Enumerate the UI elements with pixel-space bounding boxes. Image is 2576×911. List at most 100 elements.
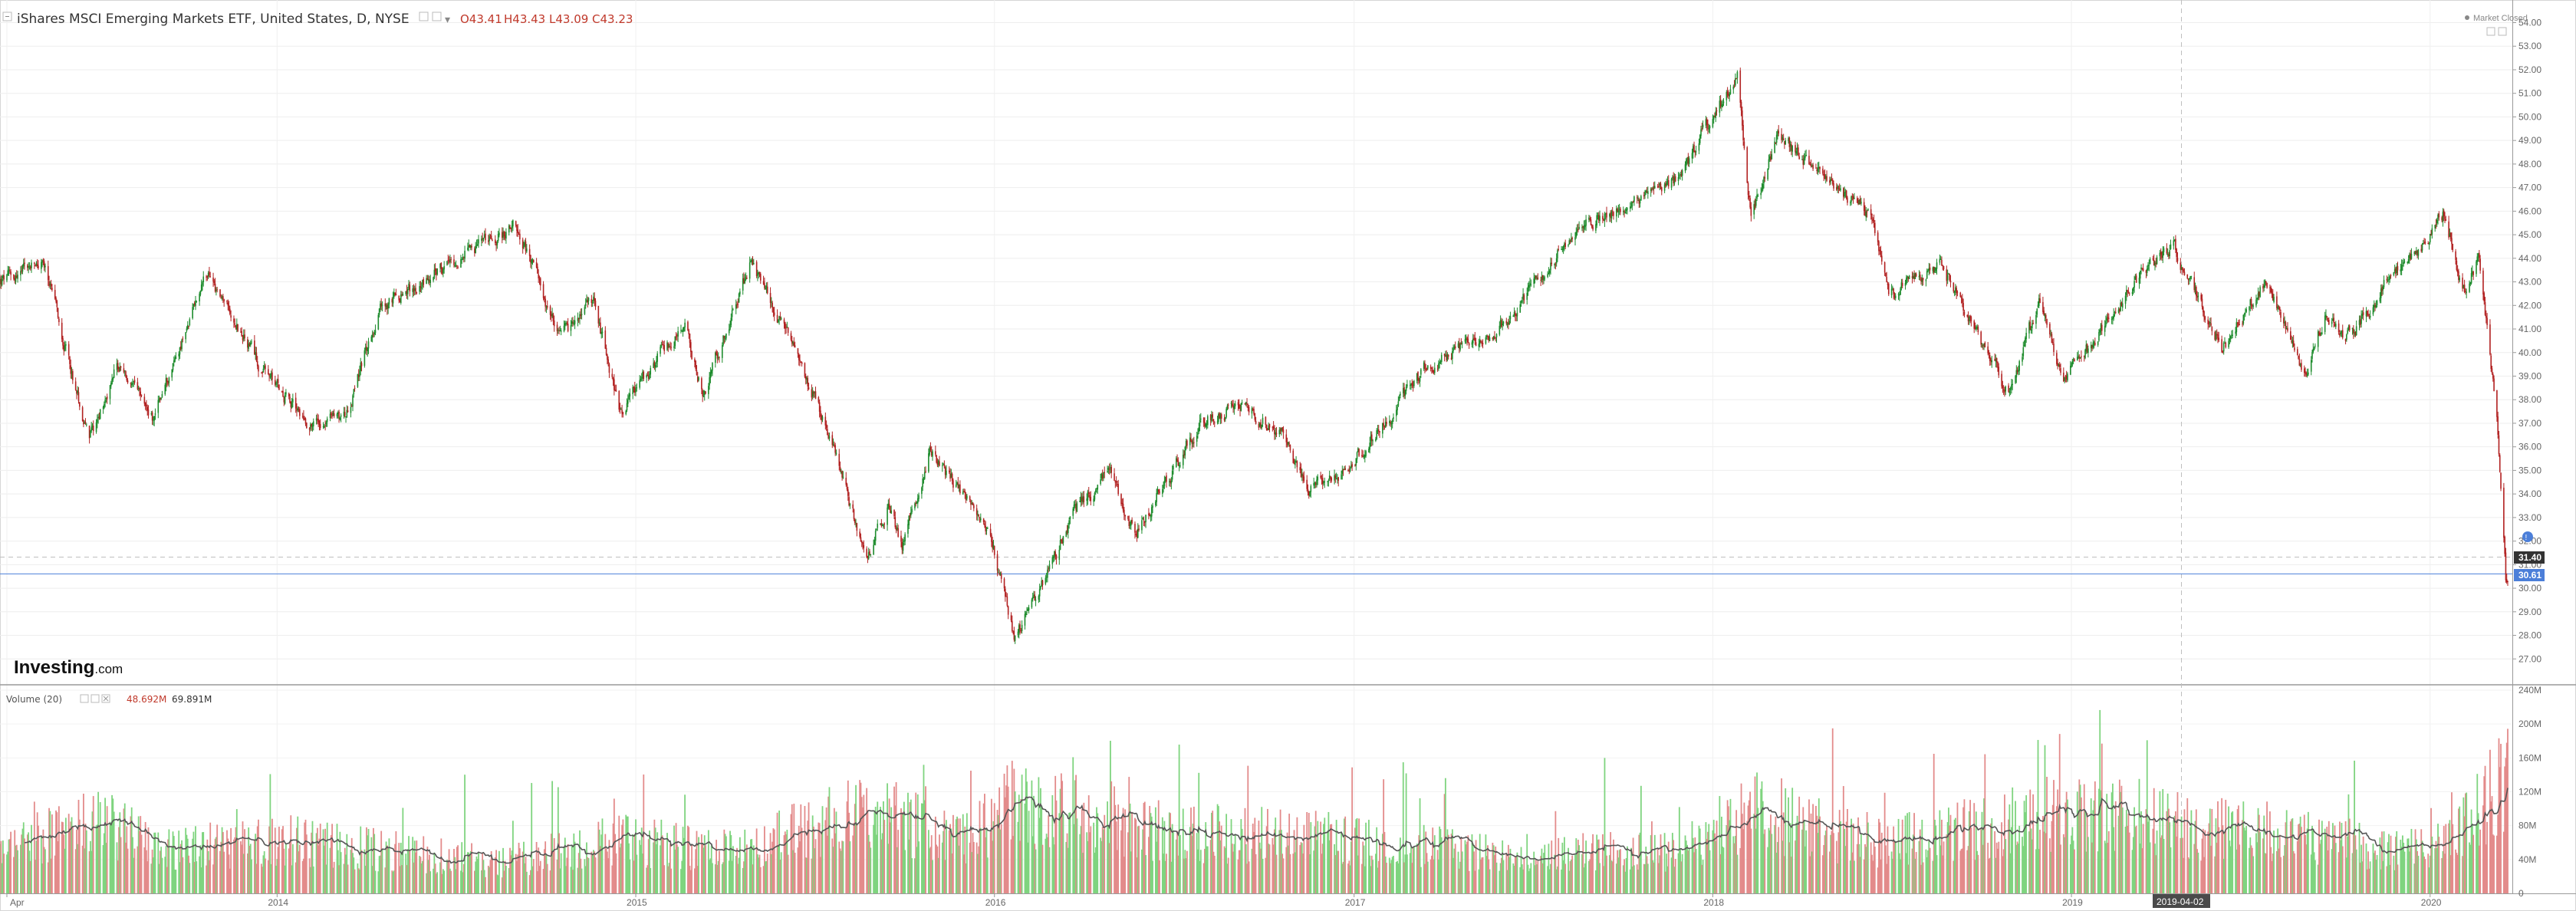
candle-body: [111, 379, 113, 385]
candle-body: [1292, 450, 1295, 463]
volume-bar: [2493, 835, 2495, 893]
volume-bar: [2258, 814, 2260, 893]
candle-body: [154, 413, 156, 415]
volume-bar: [2265, 853, 2267, 893]
candle-body: [1232, 403, 1233, 406]
candle-body: [1624, 211, 1625, 212]
candle-body: [691, 350, 693, 360]
candle-body: [77, 390, 79, 393]
volume-bar: [426, 847, 429, 893]
candle-body: [1384, 422, 1387, 428]
volume-bar: [289, 841, 291, 893]
volume-bar: [1219, 821, 1221, 893]
volume-bar: [413, 840, 416, 893]
volume-bar: [943, 830, 944, 893]
candle-body: [1389, 420, 1390, 423]
volume-bar: [1191, 836, 1193, 893]
candle-body: [1327, 481, 1328, 482]
candle-body: [461, 258, 463, 260]
candle-body: [2079, 357, 2081, 359]
volume-bar: [63, 834, 65, 893]
volume-bar: [1630, 847, 1632, 893]
volume-bar: [2062, 834, 2064, 893]
candle-body: [944, 467, 946, 475]
candle-body: [58, 318, 60, 323]
volume-bar: [1471, 834, 1473, 893]
candle-body: [890, 505, 891, 513]
volume-bar: [2502, 831, 2505, 893]
candle-body: [1695, 151, 1697, 153]
candle-body: [1823, 173, 1824, 176]
volume-bar: [2369, 861, 2371, 893]
volume-bar: [730, 835, 732, 893]
candle-body: [42, 260, 44, 261]
candle-body: [943, 463, 944, 465]
volume-bar: [2127, 813, 2130, 893]
volume-bar: [1618, 850, 1620, 893]
volume-bar: [612, 823, 614, 893]
volume-bar: [1953, 860, 1955, 893]
candle-body: [229, 308, 231, 314]
volume-bar: [1334, 844, 1335, 893]
volume-bar: [2307, 811, 2309, 893]
volume-bar: [1212, 811, 1214, 893]
volume-bar: [1324, 817, 1326, 893]
volume-bar: [1004, 797, 1006, 893]
volume-bar: [751, 839, 753, 893]
volume-bar: [50, 858, 52, 893]
volume-bar: [2436, 848, 2438, 893]
candle-body: [1977, 327, 1979, 333]
candle-body: [1659, 183, 1660, 186]
candle-body: [2134, 281, 2135, 288]
volume-bar: [297, 816, 299, 893]
volume-bar: [2229, 846, 2232, 893]
candle-body: [2030, 329, 2032, 331]
volume-bar: [2080, 797, 2082, 893]
volume-bar: [1666, 853, 1668, 893]
volume-bar: [1796, 815, 1798, 893]
candle-body: [192, 304, 195, 307]
volume-bar: [1838, 810, 1841, 893]
candle-body: [2015, 370, 2018, 378]
candle-body: [357, 373, 359, 387]
volume-bar: [2251, 847, 2253, 893]
candle-body: [2044, 314, 2046, 317]
volume-bar: [794, 853, 796, 893]
candle-body: [1166, 475, 1167, 482]
candle-body: [1852, 196, 1854, 199]
volume-bar: [455, 869, 457, 893]
candle-body: [847, 489, 849, 496]
candle-body: [1949, 274, 1950, 281]
volume-bar: [1404, 854, 1406, 893]
volume-bar: [523, 841, 525, 893]
candle-body: [1843, 188, 1844, 197]
volume-bar: [2388, 834, 2390, 893]
volume-bar: [2373, 853, 2375, 893]
volume-bar: [193, 862, 196, 893]
volume-bar: [1811, 851, 1813, 893]
volume-bar: [1241, 828, 1243, 893]
volume-bar: [490, 850, 492, 893]
candle-body: [1537, 277, 1539, 279]
candle-body: [1252, 409, 1254, 410]
volume-bar: [1115, 821, 1117, 893]
candle-body: [2098, 332, 2100, 341]
volume-bar: [1164, 860, 1166, 893]
candle-body: [551, 313, 553, 317]
volume-bar: [1321, 853, 1323, 893]
volume-bar: [2347, 836, 2349, 893]
candle-body: [1949, 280, 1952, 283]
volume-bar: [832, 847, 834, 893]
volume-bar: [2264, 853, 2266, 893]
volume-bar: [2201, 838, 2203, 893]
volume-bar: [2505, 758, 2507, 893]
candle-body: [748, 262, 751, 279]
volume-bar: [1537, 860, 1539, 893]
volume-bar: [140, 816, 142, 893]
candle-body: [43, 261, 45, 268]
volume-bar: [2471, 824, 2473, 893]
volume-bar: [2012, 787, 2014, 893]
candle-body: [615, 390, 617, 392]
candle-body: [736, 304, 738, 306]
